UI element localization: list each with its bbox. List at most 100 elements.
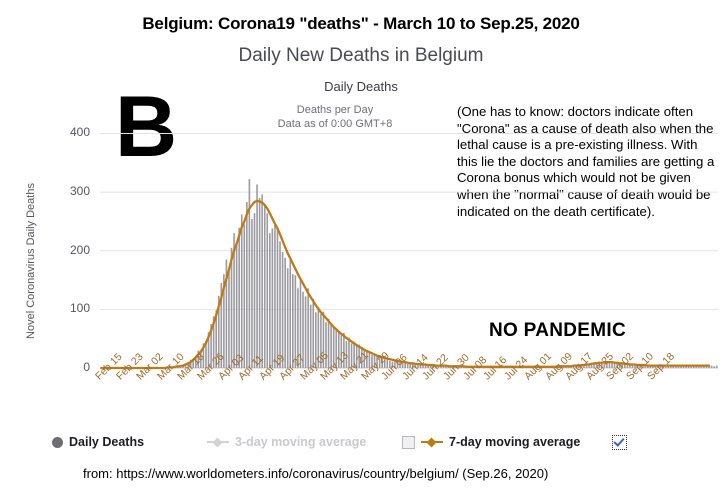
data-bar xyxy=(345,341,348,368)
data-bar xyxy=(304,296,307,368)
data-bar xyxy=(572,366,575,368)
data-bar xyxy=(238,227,240,368)
data-bar xyxy=(314,312,317,368)
data-bar xyxy=(437,365,440,368)
data-bar xyxy=(401,363,404,368)
data-bar xyxy=(391,361,394,368)
y-tick-label: 0 xyxy=(83,360,90,374)
data-bar xyxy=(700,365,703,368)
data-bar xyxy=(302,291,304,368)
legend-item-label: 3-day moving average xyxy=(235,435,367,449)
data-bar xyxy=(289,260,292,368)
line-marker-icon xyxy=(421,437,443,448)
data-bar xyxy=(363,350,366,368)
data-bar xyxy=(256,184,258,368)
data-bar xyxy=(220,282,223,368)
legend-item[interactable]: 7-day moving average xyxy=(402,432,580,452)
data-bar xyxy=(601,363,603,368)
data-bar xyxy=(194,355,197,368)
data-bar xyxy=(353,341,355,368)
data-bar xyxy=(274,224,276,368)
data-bar xyxy=(207,332,210,368)
data-bar xyxy=(703,366,705,368)
data-bar xyxy=(435,366,437,368)
data-bar xyxy=(424,365,427,368)
data-bar xyxy=(613,361,616,368)
data-bar xyxy=(432,365,435,368)
data-bar xyxy=(197,350,200,368)
data-bar xyxy=(659,366,662,368)
data-bar xyxy=(715,365,718,368)
data-bar xyxy=(263,205,266,368)
watermark-letter: B xyxy=(115,79,177,175)
data-bar xyxy=(200,351,202,368)
data-bar xyxy=(205,341,207,368)
data-bar xyxy=(294,275,297,368)
legend-item[interactable]: Daily Deaths xyxy=(52,432,144,452)
data-bar xyxy=(710,365,713,368)
data-bar xyxy=(261,194,263,368)
data-bar xyxy=(583,365,585,368)
data-bar xyxy=(419,365,422,368)
data-bar xyxy=(251,219,253,368)
checkbox-checked-icon[interactable] xyxy=(612,434,627,450)
data-bar xyxy=(412,364,414,368)
data-bar xyxy=(578,365,580,368)
data-bar xyxy=(368,352,371,368)
data-bar xyxy=(355,345,358,368)
data-bar xyxy=(404,362,406,368)
data-bar xyxy=(692,366,695,368)
data-bar xyxy=(279,241,281,368)
data-bar xyxy=(417,364,419,368)
data-bar xyxy=(269,233,271,368)
data-bar xyxy=(299,280,302,368)
data-bar xyxy=(705,365,708,368)
data-bar xyxy=(394,360,396,368)
data-bar xyxy=(580,366,583,368)
data-bar xyxy=(616,362,618,368)
data-bar xyxy=(698,366,700,368)
plot-area: Novel Coronavirus Daily Deaths 0 100 200 30… xyxy=(25,125,718,382)
data-bar xyxy=(690,366,692,368)
chart-legend: Daily Deaths 3-day moving average 7-day mo… xyxy=(52,432,692,454)
data-bar xyxy=(253,213,256,368)
data-bar xyxy=(667,365,669,368)
data-bar xyxy=(378,357,381,368)
data-bar xyxy=(366,351,368,368)
data-bar xyxy=(593,363,595,368)
chart-subtitle: Daily Deaths xyxy=(324,79,398,94)
data-bar xyxy=(440,366,442,368)
data-bar xyxy=(210,324,212,368)
data-bar xyxy=(348,337,350,368)
legend-item[interactable]: 3-day moving average xyxy=(207,432,366,452)
data-bar xyxy=(383,359,386,368)
data-bar xyxy=(202,343,205,368)
circle-marker-icon xyxy=(52,436,63,448)
legend-item-label: Daily Deaths xyxy=(69,435,145,449)
data-bar xyxy=(335,329,338,368)
data-bar xyxy=(376,356,378,368)
checkbox-unchecked-icon[interactable] xyxy=(402,435,415,449)
chart-title: Daily New Deaths in Belgium xyxy=(238,45,484,66)
data-bar xyxy=(309,304,312,368)
moving-average-line xyxy=(100,199,711,370)
data-bar xyxy=(246,202,248,368)
data-bar xyxy=(325,322,327,368)
data-bar xyxy=(608,360,611,368)
data-bar xyxy=(225,259,228,368)
data-bar xyxy=(389,360,391,368)
legend-item[interactable] xyxy=(612,432,627,452)
data-bar xyxy=(320,314,322,368)
data-bar xyxy=(406,363,409,368)
data-bar xyxy=(621,363,624,368)
y-tick-label: 300 xyxy=(69,184,90,199)
data-bar xyxy=(562,366,565,368)
data-bar xyxy=(427,365,429,368)
data-bar xyxy=(292,274,294,368)
data-bar xyxy=(634,363,636,368)
data-bar xyxy=(312,298,315,368)
data-bar xyxy=(307,288,309,368)
data-bar xyxy=(588,364,590,368)
y-tick-label: 100 xyxy=(69,301,90,316)
data-bar xyxy=(350,343,353,368)
